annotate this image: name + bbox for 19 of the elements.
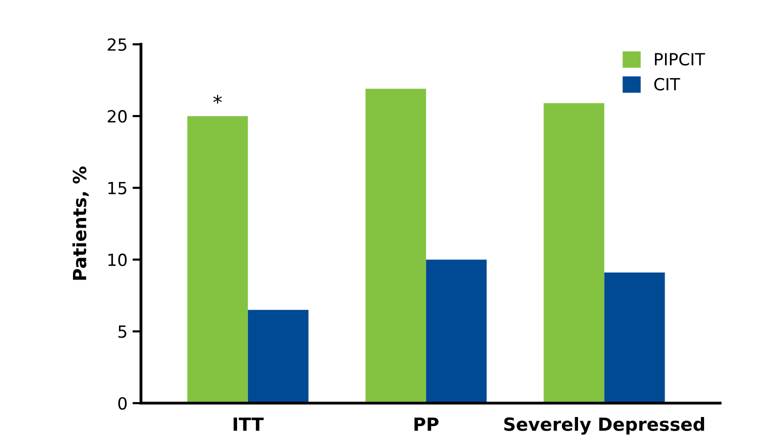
y-tick-label: 25 — [108, 38, 126, 51]
x-tick-label: ITT — [234, 418, 264, 431]
x-tick-label: Severely Depressed — [504, 417, 704, 435]
bar — [248, 310, 308, 404]
bar — [426, 260, 487, 404]
bar — [604, 272, 665, 404]
y-axis-title: Patients, % — [72, 166, 89, 280]
y-tick-label: 10 — [108, 254, 127, 266]
bar — [365, 88, 426, 404]
legend-label: PIPCIT — [654, 52, 706, 66]
bar — [544, 103, 604, 404]
annotation: * — [213, 94, 222, 104]
y-tick-label: 0 — [118, 397, 127, 410]
y-tick-label: 15 — [108, 182, 126, 194]
y-tick-label: 5 — [118, 326, 126, 338]
legend-label: CIT — [654, 78, 680, 90]
bar — [187, 116, 248, 404]
y-tick-label: 20 — [108, 110, 127, 123]
x-tick-label: PP — [414, 418, 439, 431]
